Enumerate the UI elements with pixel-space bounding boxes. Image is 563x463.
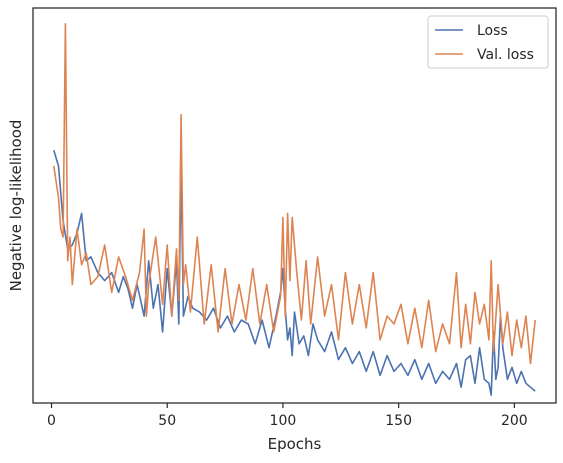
legend: Loss Val. loss bbox=[427, 15, 549, 69]
series-line-val-loss bbox=[53, 22, 536, 365]
x-axis-label: Epochs bbox=[268, 435, 322, 453]
x-axis-ticks: 0 50 100 150 200 bbox=[47, 403, 528, 429]
legend-label-loss: Loss bbox=[477, 23, 508, 39]
x-tick-label: 50 bbox=[158, 413, 176, 429]
x-tick-label: 0 bbox=[47, 413, 56, 429]
y-axis-label: Negative log-likelihood bbox=[7, 120, 25, 292]
legend-box bbox=[427, 15, 549, 69]
x-tick-label: 150 bbox=[385, 413, 412, 429]
series-layer bbox=[53, 22, 536, 396]
series-line-loss bbox=[53, 149, 536, 396]
legend-label-val-loss: Val. loss bbox=[477, 47, 534, 63]
x-tick-label: 100 bbox=[270, 413, 297, 429]
plot-frame bbox=[32, 7, 557, 404]
x-tick-label: 200 bbox=[501, 413, 528, 429]
